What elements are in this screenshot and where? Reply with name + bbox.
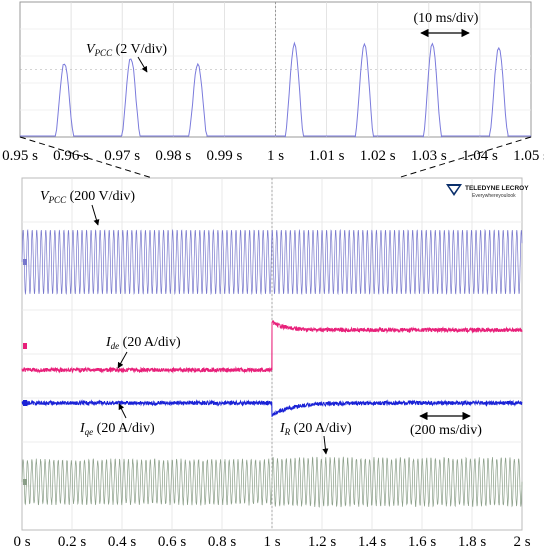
vpcc-pointer [91, 204, 100, 226]
zoom-x-tick: 0.95 s [2, 148, 38, 164]
channel-marker [23, 343, 27, 349]
iqe-trace [21, 399, 523, 417]
channel-marker [23, 400, 27, 406]
zoom-x-tick: 1 s [267, 148, 284, 164]
main-x-tick: 1.4 s [358, 534, 387, 550]
svg-text:IR (20 A/div): IR (20 A/div) [279, 421, 352, 437]
main-scale-marker: (200 ms/div) [410, 411, 482, 438]
ir-pointer [322, 435, 329, 455]
iqe-pointer [118, 403, 127, 419]
channel-marker [23, 259, 27, 265]
main-x-tick: 0.4 s [108, 534, 137, 550]
zoom-x-tick-labels: 0.95 s 0.96 s 0.97 s 0.98 s 0.99 s 1 s 1.01 s 1… [2, 148, 544, 164]
main-traces [21, 228, 523, 508]
zoom-vpcc-pointer [137, 56, 148, 73]
ide-pointer [117, 351, 128, 369]
zoom-x-tick: 1.04 s [462, 148, 498, 164]
zoom-vpcc-line [20, 41, 531, 138]
logo-brand: TELEDYNE LECROY [465, 185, 529, 192]
zoom-x-tick: 0.99 s [206, 148, 242, 164]
main-ir-label: IR (20 A/div) [279, 421, 352, 455]
main-panel: 0 s 0.2 s 0.4 s 0.6 s 0.8 s 1 s 1.2 s 1.4 s 1.6 … [13, 177, 531, 550]
zoom-vpcc-label-main: V [86, 42, 96, 57]
ir-trace [21, 456, 523, 508]
teledyne-lecroy-logo: TELEDYNE LECROY Everywhereyoulook [446, 184, 529, 199]
zoom-x-tick: 1.03 s [411, 148, 447, 164]
vpcc-trace [21, 228, 523, 296]
main-iqe-label: Iqe (20 A/div) [79, 403, 155, 437]
zoom-x-tick: 1.02 s [360, 148, 396, 164]
channel-markers [23, 259, 27, 485]
main-x-tick: 1.6 s [408, 534, 437, 550]
zoom-vpcc-label-tail: (2 V/div) [112, 42, 167, 57]
main-x-tick: 2 s [513, 534, 530, 550]
svg-text:Ide (20 A/div): Ide (20 A/div) [105, 335, 181, 351]
zoom-x-tick: 0.97 s [104, 148, 140, 164]
zoom-panel: 0.95 s 0.96 s 0.97 s 0.98 s 0.99 s 1 s 1.01 s 1… [2, 1, 544, 164]
svg-text:VPCC (2 V/div): VPCC (2 V/div) [86, 42, 167, 58]
zoom-vpcc-trace [20, 41, 531, 138]
zoom-x-tick: 0.98 s [155, 148, 191, 164]
svg-text:VPCC (200 V/div): VPCC (200 V/div) [40, 189, 135, 205]
logo-tagline: Everywhereyoulook [472, 193, 516, 199]
zoom-x-tick: 1.01 s [309, 148, 345, 164]
zoom-scale-marker: (10 ms/div) [414, 11, 479, 38]
main-x-tick-labels: 0 s 0.2 s 0.4 s 0.6 s 0.8 s 1 s 1.2 s 1.4 s 1.6 … [13, 534, 530, 550]
main-x-tick: 1.2 s [308, 534, 337, 550]
main-ide-label: Ide (20 A/div) [105, 335, 181, 369]
svg-text:Iqe (20 A/div): Iqe (20 A/div) [79, 421, 155, 437]
main-x-tick: 1 s [263, 534, 280, 550]
main-scale-label: (200 ms/div) [410, 423, 482, 438]
main-x-tick: 0.2 s [58, 534, 87, 550]
main-vpcc-label: VPCC (200 V/div) [40, 189, 135, 226]
zoom-scale-label: (10 ms/div) [414, 11, 479, 26]
main-x-tick: 0.8 s [208, 534, 237, 550]
zoom-x-tick: 0.96 s [53, 148, 89, 164]
main-x-tick: 0 s [13, 534, 30, 550]
zoom-vpcc-label: VPCC (2 V/div) [86, 42, 167, 73]
main-x-tick: 0.6 s [158, 534, 187, 550]
zoom-x-tick: 1.05 s [513, 148, 544, 164]
main-x-tick: 1.8 s [458, 534, 487, 550]
zoom-vpcc-label-sub: PCC [94, 48, 114, 58]
channel-marker [23, 479, 27, 485]
